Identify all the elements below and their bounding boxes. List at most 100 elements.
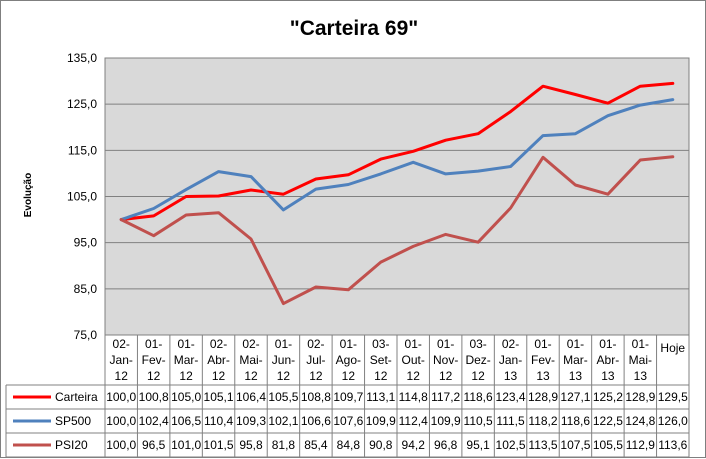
data-label: 95,8 <box>239 438 263 452</box>
data-label: 128,9 <box>625 390 655 404</box>
data-label: 126,0 <box>658 414 688 428</box>
y-tick-label: 115,0 <box>68 143 97 157</box>
x-tick-label: 12 <box>115 369 129 383</box>
data-label: 100,0 <box>106 390 136 404</box>
x-tick-label: Nov- <box>433 353 458 367</box>
y-tick-label: 105,0 <box>67 190 97 204</box>
data-label: 101,5 <box>204 438 234 452</box>
data-label: 123,4 <box>496 390 526 404</box>
x-tick-label: Abr- <box>597 353 620 367</box>
data-label: 118,6 <box>561 414 590 428</box>
x-tick-label: 12 <box>439 369 453 383</box>
x-tick-label: Fev- <box>142 353 166 367</box>
x-tick-label: 02- <box>242 337 259 351</box>
data-label: 102,1 <box>268 414 298 428</box>
data-label: 109,7 <box>333 390 363 404</box>
x-tick-label: 01- <box>405 337 422 351</box>
x-tick-label: 01- <box>534 337 551 351</box>
data-table: 02- Jan- 12 01- Fev- 12 01- Mar- 12 02- Abr- 12 02- M… <box>5 334 690 458</box>
chart-title: "Carteira 69" <box>290 17 418 40</box>
data-label: 102,4 <box>139 414 169 428</box>
x-tick-label: 01- <box>599 337 616 351</box>
x-tick-label: 03- <box>469 337 486 351</box>
y-axis-ticks: 75,0 85,0 95,0 105,0 115,0 125,0 135,0 <box>67 51 97 342</box>
data-label: 113,6 <box>658 438 687 452</box>
legend-label: PSI20 <box>55 438 88 452</box>
y-tick-label: 75,0 <box>74 328 98 342</box>
x-tick-label: Mai- <box>629 353 652 367</box>
x-tick-label: 13 <box>569 369 583 383</box>
data-label: 100,0 <box>106 438 136 452</box>
y-tick-label: 95,0 <box>74 236 98 250</box>
data-label: 114,8 <box>399 390 428 404</box>
x-tick-label: 01- <box>145 337 162 351</box>
x-tick-label: Mar- <box>174 353 199 367</box>
data-label: 113,1 <box>366 390 395 404</box>
data-label: 112,9 <box>626 438 655 452</box>
data-label: 122,5 <box>593 414 623 428</box>
x-tick-label: 01- <box>437 337 454 351</box>
data-label: 84,8 <box>337 438 361 452</box>
x-tick-label: Mai- <box>239 353 262 367</box>
data-label: 106,5 <box>171 414 201 428</box>
data-label: 85,4 <box>304 438 328 452</box>
x-tick-label: 01- <box>632 337 649 351</box>
data-label: 109,3 <box>236 414 266 428</box>
data-label: 108,8 <box>301 390 331 404</box>
x-tick-label: 01- <box>177 337 194 351</box>
data-label: 96,8 <box>434 438 458 452</box>
data-label: 102,5 <box>496 438 526 452</box>
data-label: 100,8 <box>139 390 169 404</box>
x-tick-label: 01- <box>340 337 357 351</box>
y-axis-label: Evolução <box>23 173 34 217</box>
data-label: 105,0 <box>171 390 201 404</box>
data-label: 94,2 <box>402 438 426 452</box>
data-label: 128,9 <box>528 390 558 404</box>
series-lines <box>119 81 675 306</box>
data-label: 117,2 <box>431 390 460 404</box>
x-tick-label: 13 <box>504 369 518 383</box>
data-label: 118,6 <box>464 390 493 404</box>
x-tick-label: 13 <box>536 369 550 383</box>
x-tick-label: 12 <box>179 369 193 383</box>
data-label: 110,5 <box>464 414 493 428</box>
data-label: 127,1 <box>560 390 590 404</box>
data-label: 125,2 <box>593 390 623 404</box>
x-tick-label: Fev- <box>531 353 555 367</box>
legend-label: SP500 <box>55 414 91 428</box>
data-label: 113,5 <box>528 438 557 452</box>
data-label: 100,0 <box>106 414 136 428</box>
y-tick-label: 135,0 <box>67 51 97 65</box>
x-tick-label: 12 <box>212 369 226 383</box>
x-tick-label: 12 <box>342 369 356 383</box>
x-tick-label: Ago- <box>336 353 361 367</box>
data-label: 118,2 <box>528 414 557 428</box>
series-line-carteira <box>119 81 675 222</box>
data-label: 90,8 <box>369 438 393 452</box>
data-label: 109,9 <box>366 414 396 428</box>
x-tick-label: Dez- <box>465 353 490 367</box>
x-tick-label: Jul- <box>306 353 325 367</box>
data-label: 124,8 <box>625 414 655 428</box>
series-line-sp500 <box>119 98 675 222</box>
data-label: 129,5 <box>658 390 688 404</box>
x-tick-label: 01- <box>567 337 584 351</box>
x-tick-label: 12 <box>407 369 421 383</box>
x-tick-label: Abr- <box>207 353 230 367</box>
x-tick-label: Jan- <box>499 353 522 367</box>
x-tick-label: 12 <box>277 369 291 383</box>
x-tick-label: 12 <box>471 369 485 383</box>
x-tick-label: Jun- <box>272 353 295 367</box>
data-label: 106,4 <box>236 390 266 404</box>
data-label: 105,5 <box>593 438 623 452</box>
x-tick-label: 02- <box>113 337 130 351</box>
x-tick-label: 03- <box>372 337 389 351</box>
x-tick-label: Set- <box>370 353 392 367</box>
x-tick-label: Mar- <box>563 353 588 367</box>
x-tick-label: 13 <box>634 369 648 383</box>
data-label: 112,4 <box>399 414 428 428</box>
data-label: 106,6 <box>301 414 331 428</box>
x-tick-label: 12 <box>147 369 161 383</box>
